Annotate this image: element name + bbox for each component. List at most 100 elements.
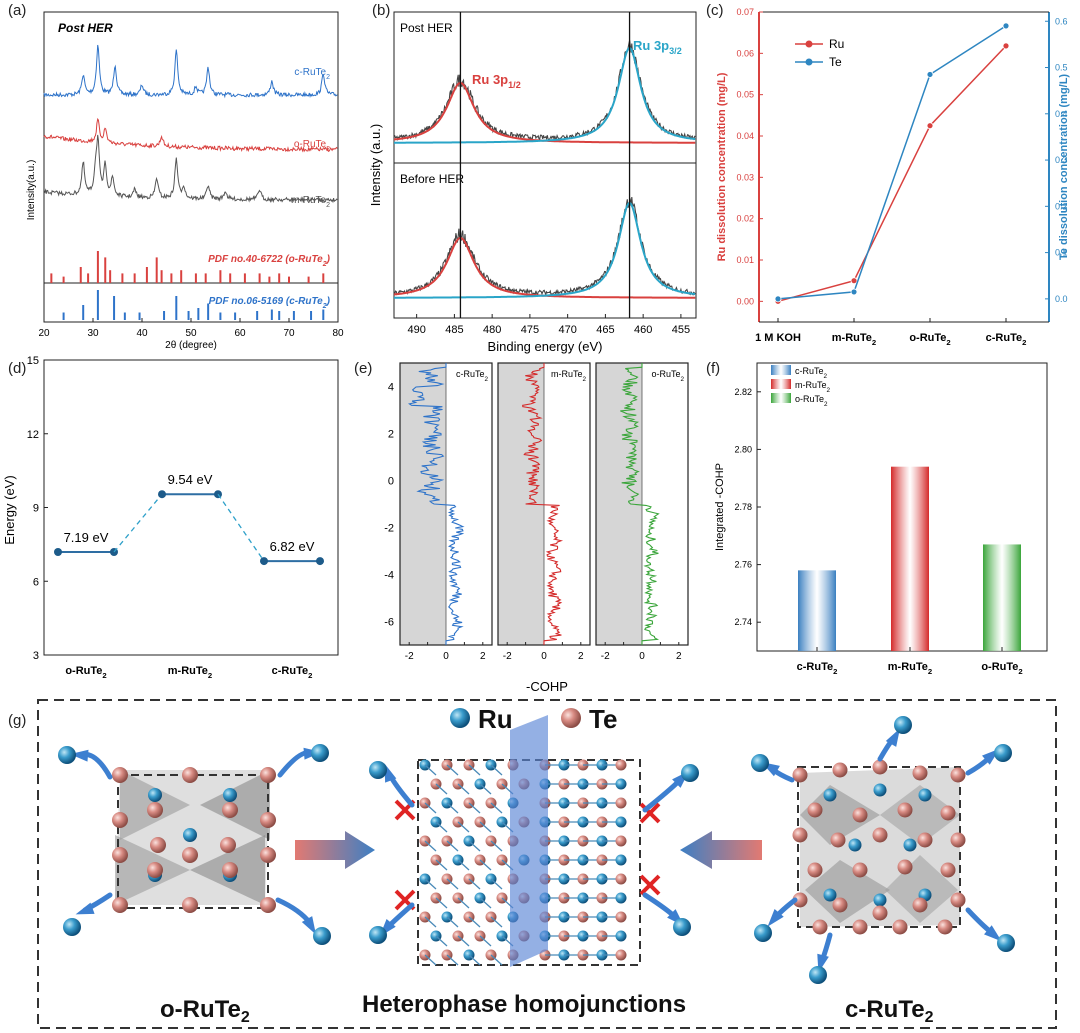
chart-c-dissolution: 0.00 0.01 0.02 0.03 0.04 0.05 0.06 0.07 0.0 0.1 0.… bbox=[716, 7, 1070, 347]
chart-c-ytick-left-label: 0.04 bbox=[736, 131, 754, 141]
chart-b-ylabel: Intensity (a.u.) bbox=[368, 124, 383, 206]
chart-f-xtick-label: m-RuTe2 bbox=[888, 661, 932, 676]
heterojunction-bond bbox=[424, 916, 437, 928]
heterojunction-atom-right bbox=[615, 892, 627, 904]
chart-e-xtick-label: 2 bbox=[676, 651, 682, 662]
panel-label-b: (b) bbox=[372, 2, 391, 19]
chart-f-ytick-label: 2.76 bbox=[734, 560, 752, 570]
c-rute2-escaping-ru bbox=[754, 924, 772, 942]
chart-e-xtick-label: -2 bbox=[601, 651, 610, 662]
chart-f-ytick-label: 2.78 bbox=[734, 502, 752, 512]
chart-c-ytick-left-label: 0.01 bbox=[736, 255, 754, 265]
c-rute2-octahedron-face bbox=[805, 860, 890, 923]
blocked-cross bbox=[639, 874, 661, 896]
chart-c-ytick-right-label: 0.1 bbox=[1055, 248, 1068, 258]
heterojunction-arrowhead bbox=[384, 763, 397, 783]
heterojunction-bond bbox=[457, 783, 470, 795]
heterojunction-ru bbox=[673, 918, 691, 936]
panel-label-f: (f) bbox=[706, 360, 721, 377]
heterojunction-atom-right bbox=[615, 930, 627, 942]
c-rute2-arrowhead bbox=[984, 925, 1002, 942]
heterojunction-bond bbox=[468, 802, 481, 814]
chart-a-xtick-label: 70 bbox=[283, 328, 295, 339]
chart-c-legend-label: Te bbox=[829, 55, 842, 69]
heterojunction-bond bbox=[424, 878, 437, 890]
o-rute2-te-atom bbox=[147, 802, 163, 818]
chart-b-xlabel: Binding energy (eV) bbox=[488, 339, 603, 354]
heterojunction-atom-right bbox=[615, 759, 627, 771]
c-rute2-te-atom bbox=[872, 759, 888, 775]
chart-c-legend-label: Ru bbox=[829, 37, 844, 51]
heterojunction-bond bbox=[468, 764, 481, 776]
c-rute2-te-atom bbox=[940, 862, 956, 878]
chart-c-ytick-left-label: 0.00 bbox=[736, 296, 754, 306]
chart-f-legend-label: m-RuTe2 bbox=[795, 380, 831, 394]
chart-d-connector bbox=[217, 493, 265, 562]
heterojunction-bond bbox=[490, 764, 503, 776]
chart-c-ytick-right-label: 0.5 bbox=[1055, 63, 1068, 73]
c-rute2-te-atom bbox=[912, 765, 928, 781]
chart-c-xtick-label: m-RuTe2 bbox=[832, 332, 876, 347]
chart-c-ytick-left-label: 0.06 bbox=[736, 48, 754, 58]
o-rute2-te-atom bbox=[260, 767, 276, 783]
chart-e-subpanel-label: m-RuTe2 bbox=[551, 369, 587, 383]
legend-te-label: Te bbox=[589, 704, 617, 734]
c-rute2-escaping-ru bbox=[751, 754, 769, 772]
heterojunction-bond bbox=[446, 764, 459, 776]
c-rute2-te-atom bbox=[912, 897, 928, 913]
schematic-g: Ru Te o-RuTe2 Heterophase homojunctions … bbox=[37, 699, 1057, 1029]
chart-c-xtick-label: o-RuTe2 bbox=[909, 332, 950, 347]
c-rute2-te-atom bbox=[872, 905, 888, 921]
c-rute2-te-atom bbox=[832, 762, 848, 778]
c-rute2-te-atom bbox=[950, 892, 966, 908]
o-rute2-escaping-ru bbox=[63, 918, 81, 936]
chart-b-xtick-label: 485 bbox=[445, 324, 463, 336]
heterojunction-bond bbox=[446, 878, 459, 890]
chart-c-point-Ru bbox=[1002, 42, 1010, 50]
chart-f-bar bbox=[983, 544, 1021, 651]
chart-d-ytick-label: 3 bbox=[33, 650, 39, 662]
chart-d-ytick-label: 12 bbox=[27, 429, 39, 441]
o-rute2-escaping-ru bbox=[311, 744, 329, 762]
heterojunction-atom-right bbox=[615, 835, 627, 847]
chart-d-xtick-label: c-RuTe2 bbox=[272, 665, 313, 680]
chart-c-line-Te bbox=[777, 25, 1007, 300]
chart-b-xps: 490 485 480 475 470 465 460 455 Binding energy (… bbox=[368, 11, 697, 354]
chart-b-frame bbox=[393, 11, 697, 319]
c-rute2-ru-atom bbox=[903, 838, 917, 852]
heterojunction-bond bbox=[479, 783, 492, 795]
chart-a-series-label: m-RuTe2 bbox=[291, 195, 330, 209]
c-rute2-ru-atom bbox=[918, 788, 932, 802]
heterojunction-atom-right bbox=[615, 778, 627, 790]
c-rute2-escaping-ru bbox=[809, 966, 827, 984]
heterojunction-bond bbox=[457, 897, 470, 909]
heterojunction-bond bbox=[468, 878, 481, 890]
chart-b-annot-3p32: Ru 3p3/2 bbox=[633, 38, 682, 56]
chart-d-xtick-label: o-RuTe2 bbox=[65, 665, 106, 680]
heterojunction-bond bbox=[457, 859, 470, 871]
heterojunction-bond bbox=[457, 935, 470, 947]
panel-label-e: (e) bbox=[354, 360, 373, 377]
chart-d-point bbox=[158, 490, 166, 499]
heterojunction-bond bbox=[479, 859, 492, 871]
c-rute2-escaping-ru bbox=[994, 744, 1012, 762]
chart-b-fit-3p32-0 bbox=[394, 46, 696, 144]
chart-d-energy: 3 6 9 12 15 Energy (eV) o-RuTe2 m-RuTe2 c-RuTe2 7… bbox=[2, 355, 339, 680]
chart-b-xtick-label: 470 bbox=[558, 324, 576, 336]
chart-e-cohp-curve bbox=[522, 363, 564, 645]
o-rute2-ru-atom bbox=[148, 788, 162, 802]
chart-f-xtick-label: o-RuTe2 bbox=[981, 661, 1022, 676]
c-rute2-te-atom bbox=[950, 767, 966, 783]
c-rute2-ru-atom bbox=[873, 893, 887, 907]
chart-c-point-Te bbox=[926, 71, 934, 78]
chart-c-ylabel-left: Ru dissolution concentration (mg/L) bbox=[716, 72, 728, 261]
heterojunction-bond bbox=[435, 783, 448, 795]
o-rute2-te-atom bbox=[182, 897, 198, 913]
heterojunction-bond bbox=[424, 954, 437, 966]
heterojunction-ru bbox=[681, 764, 699, 782]
chart-b-measured-0 bbox=[393, 40, 696, 141]
c-rute2-ru-atom bbox=[823, 788, 837, 802]
o-rute2-arrowhead bbox=[75, 902, 95, 915]
c-rute2-te-atom bbox=[897, 802, 913, 818]
o-rute2-te-atom bbox=[112, 847, 128, 863]
